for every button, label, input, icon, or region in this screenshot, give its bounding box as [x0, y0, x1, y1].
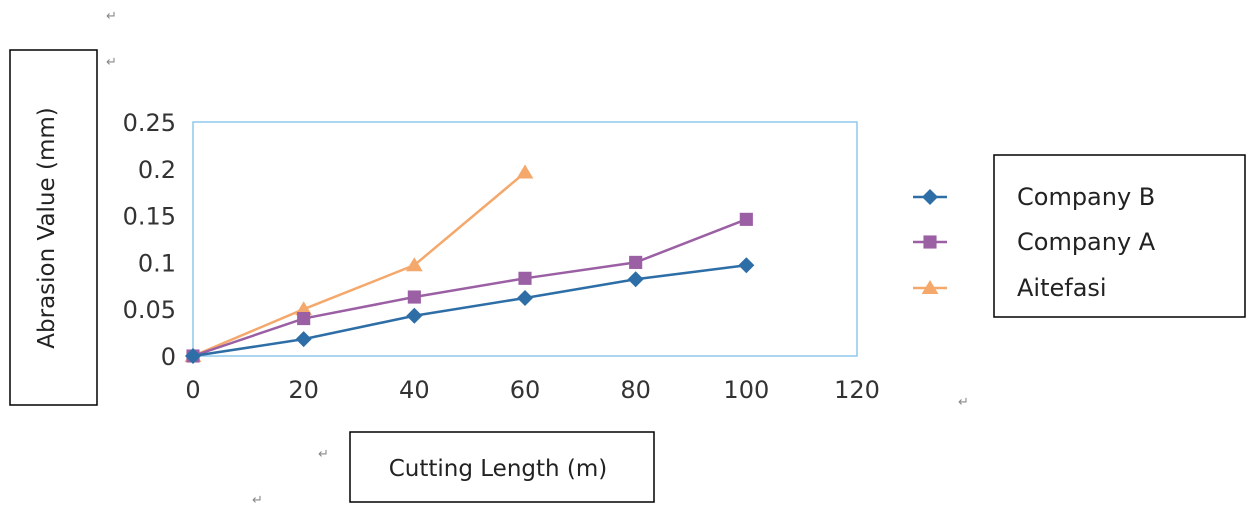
- data-point-marker: [405, 257, 423, 272]
- x-axis-label-box: Cutting Length (m): [349, 431, 655, 503]
- series-line: [192, 171, 526, 358]
- legend-label: Aitefasi: [1017, 274, 1107, 302]
- data-point-marker: [516, 164, 534, 179]
- y-axis-label: Abrasion Value (mm): [34, 107, 60, 348]
- y-tick-label: 0.25: [123, 109, 176, 137]
- x-tick-label: 0: [185, 376, 200, 404]
- data-point-marker: [921, 280, 939, 294]
- data-point-marker: [923, 235, 937, 249]
- y-tick-label: 0.15: [123, 203, 176, 231]
- data-point-marker: [739, 212, 753, 226]
- data-point-marker: [407, 290, 421, 304]
- x-tick-label: 60: [510, 376, 541, 404]
- data-point-marker: [295, 301, 313, 316]
- x-tick-labels: 0 20 40 60 80 100 120: [185, 376, 880, 404]
- paragraph-mark: ↵: [318, 447, 329, 462]
- data-point-marker: [295, 331, 312, 348]
- data-point-marker: [297, 312, 311, 326]
- x-tick-label: 20: [288, 376, 319, 404]
- x-tick-label: 80: [620, 376, 651, 404]
- paragraph-mark: ↵: [106, 55, 117, 70]
- data-point-marker: [406, 307, 423, 324]
- series: [185, 257, 755, 364]
- series: [186, 212, 753, 363]
- series-layer: [184, 164, 755, 364]
- data-point-marker: [518, 271, 532, 285]
- data-point-marker: [185, 348, 201, 364]
- plot-area: [192, 121, 858, 357]
- x-tick-label: 40: [399, 376, 430, 404]
- legend-entry: Aitefasi: [913, 274, 1107, 302]
- paragraph-mark: ↵: [252, 493, 263, 506]
- data-point-marker: [738, 257, 755, 274]
- x-axis-label: Cutting Length (m): [389, 456, 608, 482]
- x-tick-label: 100: [723, 376, 769, 404]
- y-tick-label: 0.05: [123, 296, 176, 324]
- paragraph-mark: ↵: [106, 9, 117, 24]
- data-point-marker: [922, 189, 938, 205]
- data-point-marker: [627, 271, 644, 288]
- series-line: [192, 263, 747, 358]
- legend-box: [993, 154, 1246, 318]
- legend-entry: Company B: [913, 183, 1155, 211]
- x-tick-label: 120: [834, 376, 880, 404]
- paragraph-mark: ↵: [958, 395, 969, 410]
- y-axis-label-box: Abrasion Value (mm): [9, 49, 98, 406]
- legend-label: Company A: [1017, 228, 1156, 256]
- series-line: [192, 218, 747, 358]
- y-tick-label: 0.1: [138, 249, 176, 277]
- legend-entry: Company A: [913, 228, 1156, 256]
- legend-label: Company B: [1017, 183, 1155, 211]
- data-point-marker: [517, 289, 533, 306]
- y-tick-label: 0: [161, 343, 176, 371]
- y-tick-labels: 0 0.05 0.1 0.15 0.2 0.25: [123, 109, 176, 371]
- data-point-marker: [629, 255, 643, 269]
- legend: Company B Company A Aitefasi: [913, 183, 1156, 302]
- y-tick-label: 0.2: [138, 156, 176, 184]
